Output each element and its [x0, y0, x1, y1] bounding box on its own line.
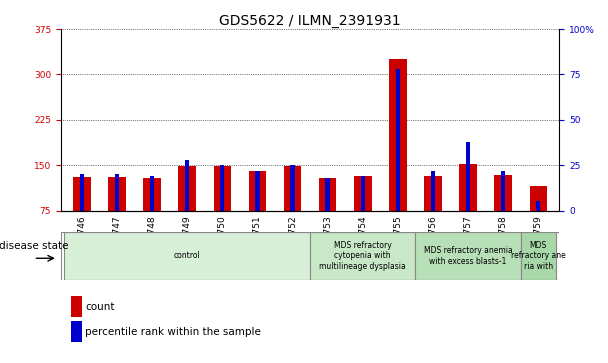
Bar: [220, 165, 224, 211]
Text: MDS refractory
cytopenia with
multilineage dysplasia: MDS refractory cytopenia with multilinea…: [319, 241, 406, 271]
Bar: [310, 232, 415, 280]
Bar: [71, 296, 82, 317]
Bar: [536, 201, 541, 211]
Bar: [319, 179, 336, 211]
Bar: [530, 186, 547, 211]
Bar: [459, 164, 477, 211]
Text: MDS refractory anemia
with excess blasts-1: MDS refractory anemia with excess blasts…: [424, 246, 513, 266]
Bar: [361, 176, 365, 211]
Bar: [396, 69, 400, 211]
Bar: [424, 176, 442, 211]
Bar: [64, 232, 310, 280]
Bar: [389, 59, 407, 211]
Text: MDS
refractory ane
ria with: MDS refractory ane ria with: [511, 241, 565, 271]
Bar: [143, 179, 161, 211]
Bar: [354, 176, 371, 211]
Bar: [71, 321, 82, 342]
Bar: [291, 165, 295, 211]
Bar: [213, 166, 231, 211]
Bar: [178, 166, 196, 211]
Text: percentile rank within the sample: percentile rank within the sample: [85, 327, 261, 337]
Bar: [284, 166, 302, 211]
Bar: [494, 175, 512, 211]
Bar: [431, 171, 435, 211]
Bar: [185, 160, 189, 211]
Bar: [415, 232, 520, 280]
Title: GDS5622 / ILMN_2391931: GDS5622 / ILMN_2391931: [219, 14, 401, 28]
Bar: [501, 171, 505, 211]
Bar: [80, 174, 84, 211]
Bar: [466, 142, 470, 211]
Bar: [325, 178, 330, 211]
Bar: [520, 232, 556, 280]
Bar: [150, 176, 154, 211]
Bar: [255, 171, 260, 211]
Text: disease state: disease state: [0, 241, 68, 250]
Bar: [108, 177, 126, 211]
Bar: [115, 174, 119, 211]
Bar: [249, 171, 266, 211]
Bar: [73, 177, 91, 211]
Text: count: count: [85, 302, 115, 312]
Text: control: control: [174, 252, 201, 260]
